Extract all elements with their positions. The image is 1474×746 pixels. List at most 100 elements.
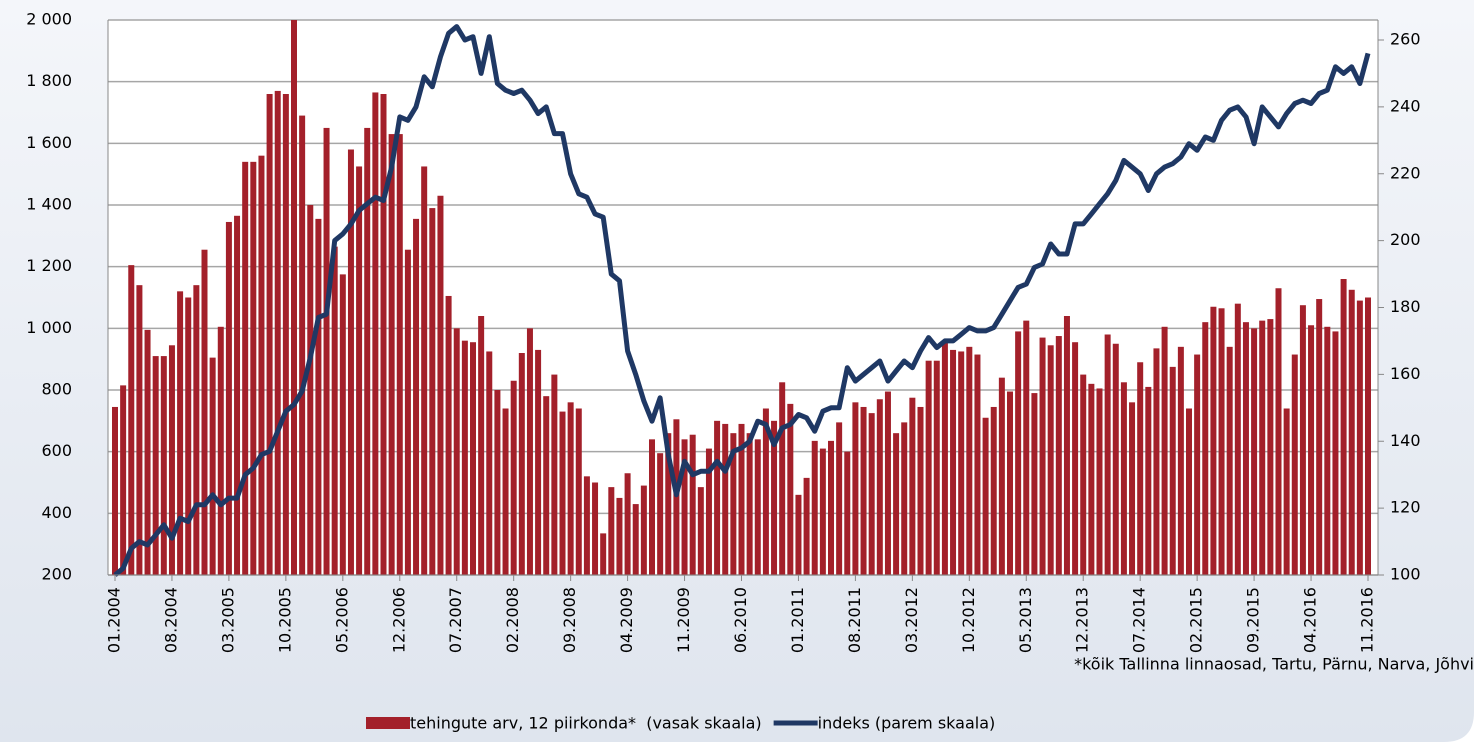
bar bbox=[1063, 316, 1070, 575]
bar bbox=[502, 408, 509, 575]
bar bbox=[364, 127, 371, 576]
bar bbox=[730, 433, 737, 575]
bar bbox=[543, 396, 550, 575]
bar bbox=[1291, 354, 1298, 575]
bar bbox=[950, 349, 957, 575]
x-tick-label: 09.2015 bbox=[1244, 587, 1263, 653]
bar bbox=[697, 487, 704, 575]
bar bbox=[225, 221, 232, 576]
bar bbox=[526, 328, 533, 575]
bar bbox=[160, 356, 167, 575]
bar bbox=[844, 451, 851, 575]
bar bbox=[657, 453, 664, 575]
footnote: *kõik Tallinna linnaosad, Tartu, Pärnu, … bbox=[1074, 655, 1474, 674]
bar bbox=[201, 249, 208, 576]
x-tick-label: 01.2004 bbox=[105, 587, 124, 653]
bar bbox=[559, 411, 566, 575]
y-tick-label: 1 600 bbox=[26, 133, 72, 152]
bar bbox=[665, 433, 672, 575]
bar bbox=[217, 326, 224, 575]
bar bbox=[1348, 289, 1355, 575]
bar bbox=[486, 351, 493, 575]
y2-tick-label: 100 bbox=[1390, 565, 1421, 584]
bar bbox=[339, 274, 346, 575]
bar bbox=[1267, 319, 1274, 575]
bar bbox=[1283, 408, 1290, 575]
bar bbox=[941, 340, 948, 575]
bar bbox=[868, 413, 875, 575]
bar bbox=[1299, 305, 1306, 575]
bar bbox=[933, 360, 940, 575]
bar bbox=[1308, 325, 1315, 575]
bar bbox=[209, 357, 216, 575]
bar bbox=[1031, 393, 1038, 575]
bar bbox=[689, 434, 696, 575]
bar bbox=[1194, 354, 1201, 575]
bar bbox=[291, 20, 297, 575]
bar bbox=[429, 208, 436, 576]
bar bbox=[640, 485, 647, 575]
bar bbox=[811, 440, 818, 575]
bar bbox=[1088, 383, 1095, 575]
bar bbox=[1332, 331, 1339, 575]
bar bbox=[1259, 320, 1266, 575]
bar bbox=[478, 316, 485, 575]
bar bbox=[307, 205, 314, 575]
x-tick-label: 12.2013 bbox=[1073, 587, 1092, 653]
bar bbox=[282, 94, 289, 575]
bar bbox=[836, 422, 843, 575]
bar bbox=[234, 215, 241, 575]
bar bbox=[567, 402, 574, 575]
bar bbox=[722, 423, 729, 575]
bar bbox=[1023, 320, 1030, 575]
bar bbox=[404, 249, 411, 576]
bar bbox=[1275, 288, 1282, 575]
bar bbox=[112, 406, 118, 575]
bar bbox=[925, 360, 932, 575]
bar bbox=[535, 349, 542, 575]
bar bbox=[1145, 386, 1152, 575]
bar bbox=[1161, 326, 1168, 575]
x-tick-label: 04.2009 bbox=[617, 587, 636, 653]
bar bbox=[1324, 326, 1331, 575]
bar bbox=[1218, 308, 1225, 575]
bar bbox=[445, 295, 452, 575]
x-tick-label: 05.2006 bbox=[332, 587, 351, 653]
bar bbox=[1340, 279, 1347, 575]
bar bbox=[421, 166, 428, 576]
bar bbox=[1137, 362, 1144, 575]
bar bbox=[852, 402, 859, 575]
bar bbox=[372, 92, 379, 575]
y-tick-label: 600 bbox=[41, 441, 72, 460]
x-tick-label: 10.2005 bbox=[275, 587, 294, 653]
bar bbox=[819, 448, 826, 575]
y2-tick-label: 240 bbox=[1390, 96, 1421, 115]
bar bbox=[714, 420, 721, 575]
bar bbox=[518, 353, 525, 575]
bar bbox=[1096, 388, 1103, 575]
bar bbox=[356, 166, 363, 576]
y-tick-label: 2 000 bbox=[26, 10, 72, 29]
x-tick-label: 06.2010 bbox=[731, 587, 750, 653]
bar bbox=[177, 291, 184, 575]
bar bbox=[266, 94, 273, 575]
bar bbox=[315, 218, 322, 575]
x-tick-label: 04.2016 bbox=[1301, 587, 1320, 653]
bar bbox=[258, 155, 265, 575]
bar bbox=[120, 385, 127, 575]
bar bbox=[396, 134, 403, 576]
bar bbox=[1186, 408, 1192, 575]
bar bbox=[738, 423, 745, 575]
x-tick-label: 03.2012 bbox=[902, 587, 921, 653]
bar bbox=[1226, 346, 1233, 575]
y2-tick-label: 260 bbox=[1390, 30, 1421, 49]
bar bbox=[909, 397, 916, 575]
bar bbox=[771, 420, 778, 575]
bar bbox=[632, 504, 639, 575]
bar bbox=[136, 285, 143, 575]
bar bbox=[168, 345, 175, 575]
bar bbox=[323, 127, 330, 576]
y-tick-label: 1 000 bbox=[26, 318, 72, 337]
bar bbox=[901, 422, 908, 575]
